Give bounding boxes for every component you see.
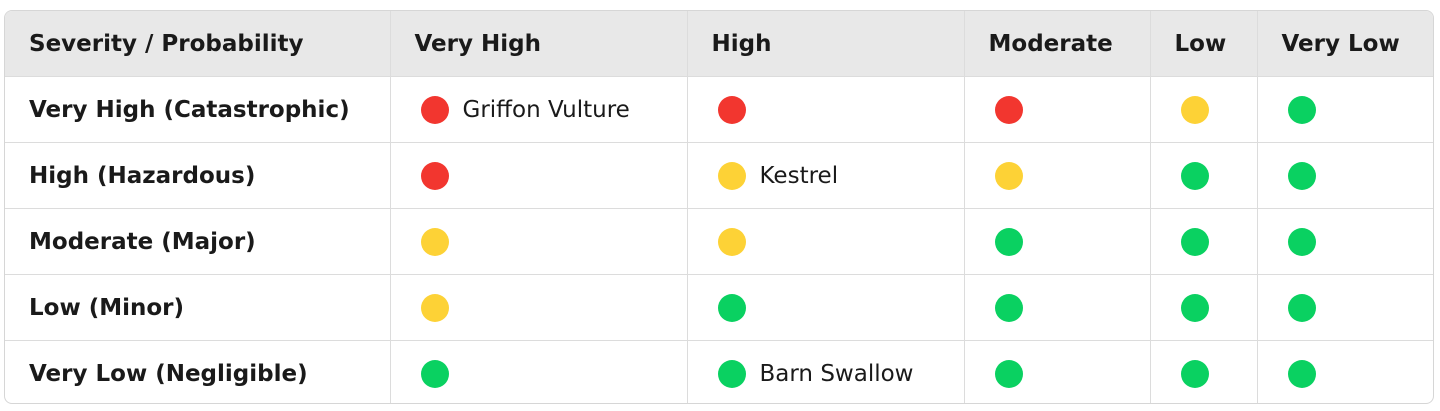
- risk-cell: [1256, 274, 1433, 341]
- risk-cell: [1149, 274, 1258, 341]
- risk-dot: [420, 359, 449, 388]
- table-body: Very High (Catastrophic) Griffon Vulture H…: [5, 76, 1433, 403]
- table-row: Low (Minor): [5, 274, 1433, 341]
- risk-dot: [1180, 227, 1209, 256]
- table-head: Severity / Probability Very High High Moder…: [5, 11, 1433, 77]
- risk-dot: [420, 227, 449, 256]
- risk-dot: [1180, 161, 1209, 190]
- row-label: Very Low (Negligible): [5, 340, 391, 403]
- risk-cell: [389, 208, 688, 275]
- table-row: Moderate (Major): [5, 208, 1433, 275]
- column-header: Very Low: [1256, 11, 1433, 77]
- row-label: Low (Minor): [5, 274, 391, 341]
- row-label: Moderate (Major): [5, 208, 391, 275]
- risk-cell: Griffon Vulture: [389, 76, 688, 143]
- risk-dot: [717, 227, 746, 256]
- risk-dot: [1180, 95, 1209, 124]
- risk-cell: [1149, 76, 1258, 143]
- risk-cell: [1149, 208, 1258, 275]
- risk-dot: [994, 95, 1023, 124]
- species-label: Kestrel: [759, 162, 839, 189]
- column-header: High: [686, 11, 965, 77]
- species-label: Griffon Vulture: [462, 96, 630, 123]
- risk-dot: [1287, 161, 1316, 190]
- species-label: Barn Swallow: [759, 360, 914, 387]
- risk-cell: [1256, 76, 1433, 143]
- risk-cell: [963, 208, 1151, 275]
- risk-cell: Kestrel: [686, 142, 965, 209]
- row-label: High (Hazardous): [5, 142, 391, 209]
- risk-table: Severity / Probability Very High High Moder…: [5, 11, 1433, 403]
- risk-cell: [686, 208, 965, 275]
- risk-dot: [1180, 359, 1209, 388]
- risk-cell: [1256, 340, 1433, 403]
- header-row: Severity / Probability Very High High Moder…: [5, 11, 1433, 77]
- risk-dot: [1287, 293, 1316, 322]
- risk-dot: [994, 161, 1023, 190]
- risk-cell: [686, 76, 965, 143]
- table-row: Very High (Catastrophic) Griffon Vulture: [5, 76, 1433, 143]
- risk-cell: [1256, 142, 1433, 209]
- risk-dot: [1287, 95, 1316, 124]
- row-label: Very High (Catastrophic): [5, 76, 391, 143]
- risk-dot: [420, 161, 449, 190]
- column-header: Moderate: [963, 11, 1151, 77]
- table-row: High (Hazardous) Kestrel: [5, 142, 1433, 209]
- table-row: Very Low (Negligible) Barn Swallow: [5, 340, 1433, 403]
- risk-cell: [963, 274, 1151, 341]
- risk-cell: Barn Swallow: [686, 340, 965, 403]
- risk-dot: [717, 95, 746, 124]
- column-header: Low: [1149, 11, 1258, 77]
- risk-dot: [1287, 227, 1316, 256]
- risk-dot: [717, 293, 746, 322]
- risk-dot: [1287, 359, 1316, 388]
- risk-cell: [1149, 340, 1258, 403]
- risk-dot: [1180, 293, 1209, 322]
- risk-dot: [420, 95, 449, 124]
- risk-table-container: Severity / Probability Very High High Moder…: [4, 10, 1434, 404]
- risk-dot: [994, 359, 1023, 388]
- risk-dot: [994, 293, 1023, 322]
- column-header: Very High: [389, 11, 688, 77]
- risk-cell: [389, 274, 688, 341]
- risk-cell: [963, 340, 1151, 403]
- risk-dot: [420, 293, 449, 322]
- risk-cell: [389, 142, 688, 209]
- risk-cell: [1149, 142, 1258, 209]
- risk-cell: [1256, 208, 1433, 275]
- risk-cell: [963, 76, 1151, 143]
- risk-dot: [717, 161, 746, 190]
- risk-cell: [389, 340, 688, 403]
- risk-dot: [994, 227, 1023, 256]
- column-header: Severity / Probability: [5, 11, 391, 77]
- risk-dot: [717, 359, 746, 388]
- risk-cell: [963, 142, 1151, 209]
- risk-cell: [686, 274, 965, 341]
